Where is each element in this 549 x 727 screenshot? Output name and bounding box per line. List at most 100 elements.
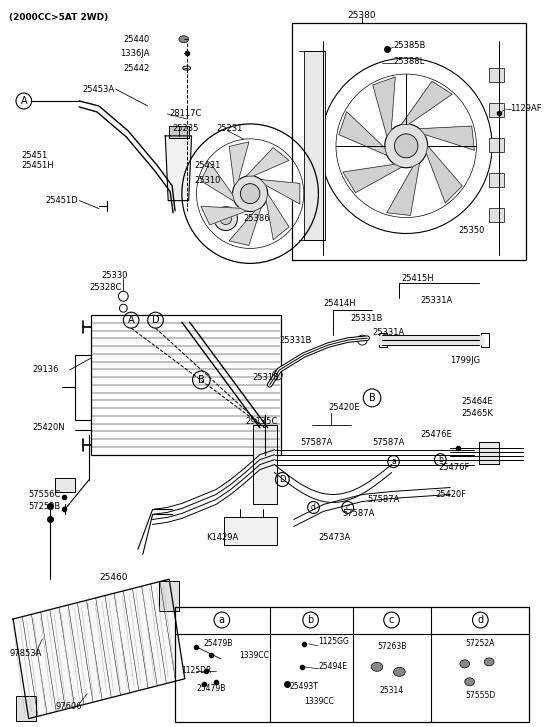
Polygon shape: [201, 162, 234, 201]
Text: 25460: 25460: [99, 573, 127, 582]
Text: A: A: [20, 96, 27, 106]
Polygon shape: [13, 579, 185, 718]
Text: 25440: 25440: [124, 35, 150, 44]
Text: 1336JA: 1336JA: [120, 49, 150, 57]
Bar: [489, 138, 504, 152]
Polygon shape: [246, 148, 289, 176]
Ellipse shape: [484, 658, 494, 666]
Text: 25388L: 25388L: [394, 57, 425, 65]
Bar: [304, 51, 325, 241]
Bar: [91, 316, 281, 454]
Text: D: D: [152, 316, 159, 325]
Bar: [379, 333, 386, 347]
Bar: [224, 518, 277, 545]
Text: 29136: 29136: [32, 366, 59, 374]
Text: d: d: [477, 615, 484, 625]
Polygon shape: [373, 77, 395, 137]
Text: 25328C: 25328C: [89, 283, 121, 292]
Text: 25493T: 25493T: [289, 682, 318, 691]
Text: 25385B: 25385B: [394, 41, 426, 49]
Text: 57263B: 57263B: [377, 643, 406, 651]
Ellipse shape: [460, 660, 469, 668]
Text: 57587A: 57587A: [343, 509, 375, 518]
Polygon shape: [401, 81, 452, 124]
Text: B: B: [369, 393, 376, 403]
Ellipse shape: [179, 36, 189, 43]
Text: 25331B: 25331B: [351, 313, 383, 323]
Text: 25420E: 25420E: [328, 403, 360, 412]
Polygon shape: [266, 193, 289, 240]
Text: 25318: 25318: [252, 374, 278, 382]
Text: b: b: [438, 455, 443, 464]
Text: 29135C: 29135C: [245, 417, 277, 426]
Text: c: c: [346, 503, 350, 512]
Text: 25235: 25235: [172, 124, 199, 133]
Polygon shape: [339, 112, 387, 156]
Bar: [479, 442, 499, 464]
Polygon shape: [165, 136, 192, 201]
Bar: [481, 333, 489, 347]
Bar: [489, 173, 504, 187]
Bar: [253, 425, 277, 505]
Circle shape: [385, 124, 428, 168]
Text: 57252A: 57252A: [466, 640, 495, 648]
Text: 25451D: 25451D: [45, 196, 78, 205]
Circle shape: [214, 206, 238, 230]
Text: 25476F: 25476F: [439, 463, 470, 472]
Text: 25331B: 25331B: [279, 336, 312, 345]
Text: 1339CC: 1339CC: [304, 697, 334, 706]
Polygon shape: [387, 163, 419, 215]
Text: 25350: 25350: [458, 226, 484, 235]
Polygon shape: [343, 164, 401, 193]
Text: A: A: [128, 316, 135, 325]
Polygon shape: [201, 206, 246, 225]
Text: 97606: 97606: [55, 702, 82, 711]
Text: 57555D: 57555D: [465, 691, 495, 700]
Circle shape: [220, 212, 232, 225]
Text: 1125DR: 1125DR: [181, 667, 211, 675]
Text: 1339CC: 1339CC: [239, 651, 269, 660]
Text: 25231: 25231: [216, 124, 242, 133]
Bar: [489, 208, 504, 222]
Circle shape: [233, 176, 268, 212]
Text: 25331A: 25331A: [372, 328, 404, 337]
Ellipse shape: [394, 667, 405, 676]
Bar: [489, 68, 504, 82]
Ellipse shape: [464, 678, 474, 686]
Text: 25451H: 25451H: [21, 161, 53, 170]
Text: 25464E: 25464E: [462, 398, 494, 406]
Text: 25414H: 25414H: [323, 299, 356, 308]
Text: 57587A: 57587A: [372, 438, 405, 447]
Text: 57587A: 57587A: [301, 438, 333, 447]
Text: 25479B: 25479B: [203, 640, 233, 648]
Polygon shape: [229, 208, 261, 246]
Text: 25453A: 25453A: [82, 84, 115, 94]
Text: 25331A: 25331A: [421, 296, 453, 305]
Polygon shape: [229, 142, 249, 186]
Text: B: B: [198, 375, 205, 385]
Text: 25494E: 25494E: [318, 662, 348, 671]
Text: 25465K: 25465K: [462, 409, 494, 418]
Ellipse shape: [371, 662, 383, 671]
Text: 25431: 25431: [194, 161, 221, 170]
Bar: [292, 23, 526, 260]
Polygon shape: [419, 126, 474, 150]
Bar: [55, 478, 75, 491]
Text: 57587A: 57587A: [367, 495, 400, 504]
Text: 25420N: 25420N: [32, 423, 65, 433]
Text: 25386: 25386: [243, 214, 270, 223]
Text: 25310: 25310: [194, 176, 221, 185]
Circle shape: [240, 184, 260, 204]
Polygon shape: [261, 180, 300, 204]
Text: 25380: 25380: [348, 11, 376, 20]
Text: 25330: 25330: [102, 271, 128, 280]
Text: (2000CC>5AT 2WD): (2000CC>5AT 2WD): [9, 13, 109, 22]
Text: 25473A: 25473A: [318, 533, 351, 542]
Text: 25420F: 25420F: [435, 490, 467, 499]
Text: K1429A: K1429A: [206, 533, 238, 542]
Text: a: a: [219, 615, 225, 625]
Bar: [159, 581, 179, 611]
Bar: [169, 126, 189, 138]
Text: 25314: 25314: [379, 686, 404, 695]
Polygon shape: [427, 146, 462, 203]
